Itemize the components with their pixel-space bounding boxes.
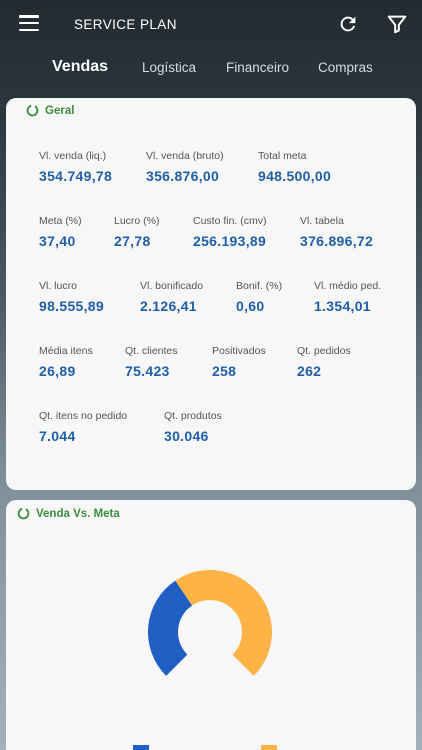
metric-value: 258 — [212, 363, 237, 379]
metric-value: 1.354,01 — [314, 298, 371, 314]
ring-chart-icon — [17, 507, 30, 520]
metric-label: Qt. clientes — [125, 345, 178, 357]
metric-media-itens: Média itens 26,89 — [39, 345, 93, 379]
metric-label: Vl. médio ped. — [314, 280, 382, 292]
tab-compras[interactable]: Compras — [318, 60, 373, 75]
metric-value: 7.044 — [39, 428, 76, 444]
metric-label: Vl. venda (liq.) — [39, 150, 107, 162]
metric-label: Qt. pedidos — [297, 345, 351, 357]
metric-bonif-pct: Bonif. (%) 0,60 — [236, 280, 282, 314]
metric-custo-fin: Custo fin. (cmv) 256.193,89 — [193, 215, 267, 249]
metric-value: 37,40 — [39, 233, 76, 249]
metric-qt-produtos: Qt. produtos 30.046 — [164, 410, 222, 444]
metric-positivados: Positivados 258 — [212, 345, 266, 379]
metric-label: Vl. tabela — [300, 215, 344, 227]
metric-qt-pedidos: Qt. pedidos 262 — [297, 345, 351, 379]
metric-value: 948.500,00 — [258, 168, 332, 184]
metric-label: Custo fin. (cmv) — [193, 215, 267, 227]
metric-vl-lucro: Vl. lucro 98.555,89 — [39, 280, 104, 314]
metric-label: Qt. itens no pedido — [39, 410, 128, 422]
metric-vl-venda-bruto: Vl. venda (bruto) 356.876,00 — [146, 150, 224, 184]
metric-value: 356.876,00 — [146, 168, 220, 184]
metric-label: Positivados — [212, 345, 266, 357]
tab-vendas[interactable]: Vendas — [52, 58, 109, 75]
venda-vs-meta-donut-chart — [148, 570, 272, 676]
metric-vl-venda-liq: Vl. venda (liq.) 354.749,78 — [39, 150, 112, 184]
filter-icon[interactable] — [386, 13, 408, 35]
metric-qt-itens-pedido: Qt. itens no pedido 7.044 — [39, 410, 127, 444]
metric-vl-tabela: Vl. tabela 376.896,72 — [300, 215, 373, 249]
metric-value: 376.896,72 — [300, 233, 374, 249]
metric-lucro-pct: Lucro (%) 27,78 — [114, 215, 160, 249]
venda-meta-card: Venda Vs. Meta — [6, 500, 416, 750]
venda-meta-card-header: Venda Vs. Meta — [17, 507, 120, 520]
donut-slice-meta — [175, 570, 272, 676]
metric-label: Total meta — [258, 150, 307, 162]
donut-slice-venda — [148, 580, 193, 676]
metric-label: Vl. bonificado — [140, 280, 204, 292]
ring-chart-icon — [26, 104, 39, 117]
metric-value: 262 — [297, 363, 322, 379]
metric-label: Vl. lucro — [39, 280, 77, 292]
tab-logistica[interactable]: Logística — [142, 60, 197, 75]
legend-swatch-meta — [261, 745, 277, 750]
geral-card-header: Geral — [26, 104, 74, 117]
refresh-icon[interactable] — [337, 13, 359, 35]
hamburger-menu-icon[interactable] — [19, 15, 39, 31]
metric-meta-pct: Meta (%) 37,40 — [39, 215, 82, 249]
app-header: SERVICE PLAN — [0, 0, 422, 50]
geral-card: Geral Vl. venda (liq.) 354.749,78 Vl. ve… — [6, 98, 416, 490]
metric-value: 354.749,78 — [39, 168, 113, 184]
metric-value: 2.126,41 — [140, 298, 197, 314]
metric-value: 0,60 — [236, 298, 265, 314]
geral-card-title: Geral — [45, 104, 75, 117]
metric-label: Vl. venda (bruto) — [146, 150, 224, 162]
metric-value: 27,78 — [114, 233, 151, 249]
metric-value: 26,89 — [39, 363, 76, 379]
metric-label: Qt. produtos — [164, 410, 222, 422]
metric-label: Média itens — [39, 345, 93, 357]
metric-value: 75.423 — [125, 363, 170, 379]
metric-vl-bonificado: Vl. bonificado 2.126,41 — [140, 280, 203, 314]
tab-financeiro[interactable]: Financeiro — [226, 60, 290, 75]
section-tabs: Vendas Logística Financeiro Compras — [0, 58, 422, 88]
venda-meta-card-title: Venda Vs. Meta — [36, 507, 120, 520]
metric-label: Lucro (%) — [114, 215, 160, 227]
metric-qt-clientes: Qt. clientes 75.423 — [125, 345, 178, 379]
app-title: SERVICE PLAN — [74, 17, 177, 32]
metric-vl-medio-ped: Vl. médio ped. 1.354,01 — [314, 280, 381, 314]
legend-swatch-venda — [133, 745, 149, 750]
metric-value: 30.046 — [164, 428, 209, 444]
metric-label: Bonif. (%) — [236, 280, 283, 292]
metric-label: Meta (%) — [39, 215, 82, 227]
metric-total-meta: Total meta 948.500,00 — [258, 150, 331, 184]
metric-value: 256.193,89 — [193, 233, 267, 249]
metric-value: 98.555,89 — [39, 298, 104, 314]
